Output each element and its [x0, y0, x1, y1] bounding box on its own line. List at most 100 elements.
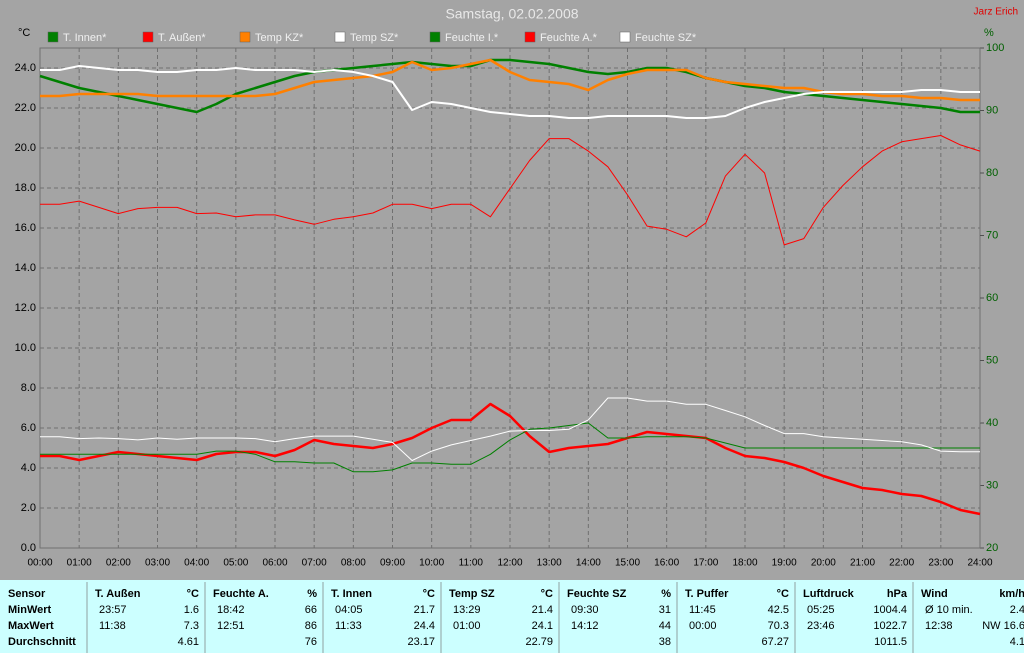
avg-value: 67.27	[761, 636, 789, 648]
chart-title: Samstag, 02.02.2008	[445, 6, 578, 22]
legend-label: T. Innen*	[63, 32, 107, 44]
row-label: Durchschnitt	[8, 636, 76, 648]
column-name: Wind	[921, 588, 948, 600]
column-unit: %	[307, 588, 317, 600]
column-name: T. Außen	[95, 588, 141, 600]
x-tick-label: 21:00	[850, 558, 875, 569]
y-tick-label: 6.0	[21, 422, 36, 434]
x-tick-label: 05:00	[223, 558, 248, 569]
legend-swatch	[47, 31, 59, 43]
x-tick-label: 24:00	[967, 558, 992, 569]
max-time: 11:33	[335, 620, 362, 632]
y2-tick-label: 50	[986, 354, 998, 366]
min-time: 11:45	[689, 604, 716, 616]
x-tick-label: 23:00	[928, 558, 953, 569]
y2-label: %	[984, 27, 994, 39]
y-tick-label: 18.0	[15, 182, 36, 194]
y2-tick-label: 60	[986, 292, 998, 304]
min-time: Ø 10 min.	[925, 604, 973, 616]
legend-label: Feuchte I.*	[445, 32, 499, 44]
avg-value: 4.1	[1010, 636, 1024, 648]
y-tick-label: 2.0	[21, 502, 36, 514]
max-value: NW 16.6	[982, 620, 1024, 632]
y-label: °C	[18, 27, 30, 39]
column-unit: %	[661, 588, 671, 600]
min-time: 09:30	[571, 604, 599, 616]
y2-tick-label: 90	[986, 104, 998, 116]
min-value: 1.6	[184, 604, 199, 616]
min-time: 13:29	[453, 604, 481, 616]
x-tick-label: 14:00	[576, 558, 601, 569]
column-unit: °C	[187, 588, 199, 600]
max-time: 23:46	[807, 620, 835, 632]
y-tick-label: 14.0	[15, 262, 36, 274]
x-tick-label: 09:00	[380, 558, 405, 569]
max-value: 1022.7	[873, 620, 907, 632]
x-tick-label: 08:00	[341, 558, 366, 569]
x-tick-label: 12:00	[497, 558, 522, 569]
column-unit: hPa	[887, 588, 908, 600]
max-time: 11:38	[99, 620, 126, 632]
series-line	[40, 402, 981, 516]
row-label: MinWert	[8, 604, 52, 616]
avg-value: 4.61	[178, 636, 199, 648]
min-time: 23:57	[99, 604, 127, 616]
column-name: T. Innen	[331, 588, 372, 600]
y-tick-label: 0.0	[21, 542, 36, 554]
x-tick-label: 16:00	[654, 558, 679, 569]
max-value: 24.1	[532, 620, 553, 632]
avg-value: 38	[659, 636, 671, 648]
author: Jarz Erich	[974, 7, 1018, 18]
x-tick-label: 22:00	[889, 558, 914, 569]
y-tick-label: 10.0	[15, 342, 36, 354]
avg-value: 1011.5	[874, 636, 907, 648]
column-name: Luftdruck	[803, 588, 855, 600]
x-tick-label: 01:00	[67, 558, 92, 569]
x-tick-label: 00:00	[27, 558, 52, 569]
column-unit: °C	[423, 588, 435, 600]
column-name: Feuchte A.	[213, 588, 269, 600]
x-tick-label: 07:00	[302, 558, 327, 569]
y2-tick-label: 70	[986, 229, 998, 241]
y-tick-label: 22.0	[15, 102, 36, 114]
series-line	[39, 58, 980, 114]
x-tick-label: 02:00	[106, 558, 131, 569]
legend-swatch	[142, 31, 154, 43]
y2-tick-label: 80	[986, 167, 998, 179]
column-unit: °C	[541, 588, 553, 600]
x-tick-label: 03:00	[145, 558, 170, 569]
legend-swatch	[429, 31, 441, 43]
legend-label: Feuchte A.*	[540, 32, 598, 44]
column-name: Feuchte SZ	[567, 588, 627, 600]
min-value: 21.4	[532, 604, 553, 616]
legend-swatch	[619, 31, 631, 43]
y2-tick-label: 30	[986, 479, 998, 491]
min-time: 05:25	[807, 604, 835, 616]
x-tick-label: 04:00	[184, 558, 209, 569]
row-label: MaxWert	[8, 620, 54, 632]
x-tick-label: 18:00	[732, 558, 757, 569]
column-name: Temp SZ	[449, 588, 495, 600]
series-line	[40, 65, 980, 119]
x-tick-label: 11:00	[459, 558, 484, 569]
legend-label: Temp SZ*	[350, 32, 399, 44]
max-time: 12:38	[925, 620, 953, 632]
legend-swatch	[239, 31, 251, 43]
legend-label: Temp KZ*	[255, 32, 304, 44]
x-tick-label: 06:00	[262, 558, 287, 569]
y2-tick-label: 20	[986, 542, 998, 554]
y-tick-label: 8.0	[21, 382, 36, 394]
x-tick-label: 20:00	[811, 558, 836, 569]
max-value: 7.3	[184, 620, 199, 632]
x-tick-label: 17:00	[693, 558, 718, 569]
y2-tick-label: 100	[986, 42, 1004, 54]
y-tick-label: 12.0	[15, 302, 36, 314]
max-time: 12:51	[217, 620, 245, 632]
min-value: 31	[659, 604, 671, 616]
y-tick-label: 24.0	[15, 62, 36, 74]
max-value: 24.4	[414, 620, 435, 632]
series-line	[40, 135, 981, 246]
max-time: 01:00	[453, 620, 481, 632]
column-unit: °C	[777, 588, 789, 600]
table-bg	[0, 580, 1024, 653]
